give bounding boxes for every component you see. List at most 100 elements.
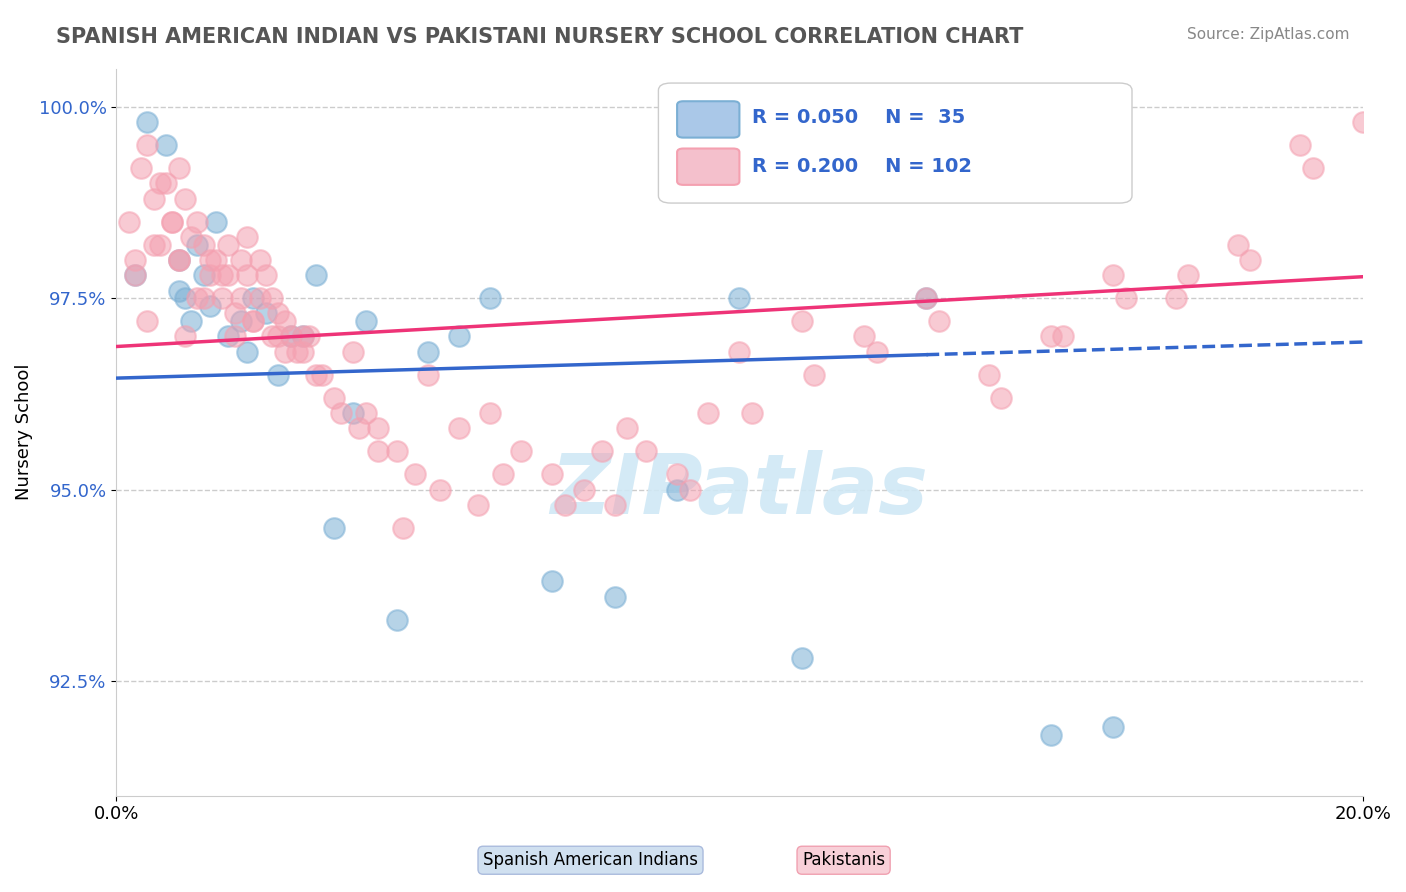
Point bbox=[198, 268, 221, 283]
Point bbox=[118, 214, 141, 228]
Point bbox=[180, 314, 202, 328]
Point bbox=[510, 444, 533, 458]
Point bbox=[167, 252, 190, 267]
Point bbox=[491, 467, 513, 482]
Point bbox=[678, 483, 700, 497]
Point bbox=[591, 444, 613, 458]
Point bbox=[1102, 268, 1125, 283]
Point bbox=[416, 368, 439, 382]
Point bbox=[292, 329, 315, 343]
Point bbox=[447, 421, 470, 435]
FancyBboxPatch shape bbox=[678, 102, 740, 137]
Point bbox=[323, 521, 346, 535]
Point bbox=[367, 421, 389, 435]
Point bbox=[728, 291, 751, 305]
Point bbox=[853, 329, 876, 343]
Point bbox=[572, 483, 595, 497]
Point bbox=[267, 329, 290, 343]
Point bbox=[479, 406, 502, 420]
Point bbox=[404, 467, 426, 482]
Point bbox=[603, 498, 626, 512]
Point bbox=[311, 368, 333, 382]
Point bbox=[242, 314, 264, 328]
Point bbox=[229, 291, 252, 305]
Point bbox=[167, 252, 190, 267]
Point bbox=[254, 306, 277, 320]
Point bbox=[149, 237, 172, 252]
Point bbox=[1164, 291, 1187, 305]
Point bbox=[728, 344, 751, 359]
Point bbox=[173, 291, 195, 305]
Point bbox=[180, 230, 202, 244]
Point bbox=[186, 291, 208, 305]
FancyBboxPatch shape bbox=[658, 83, 1132, 203]
Point bbox=[254, 268, 277, 283]
Point bbox=[305, 368, 328, 382]
Point bbox=[142, 237, 165, 252]
Point bbox=[865, 344, 887, 359]
Point bbox=[162, 214, 184, 228]
Point bbox=[162, 214, 184, 228]
Point bbox=[236, 268, 259, 283]
Point bbox=[603, 590, 626, 604]
Point bbox=[697, 406, 720, 420]
Point bbox=[211, 291, 233, 305]
Point bbox=[790, 314, 813, 328]
Point bbox=[666, 483, 689, 497]
Point bbox=[1289, 138, 1312, 153]
Point bbox=[329, 406, 352, 420]
Text: Source: ZipAtlas.com: Source: ZipAtlas.com bbox=[1187, 27, 1350, 42]
Point bbox=[298, 329, 321, 343]
Point bbox=[242, 314, 264, 328]
Point bbox=[354, 406, 377, 420]
Point bbox=[142, 192, 165, 206]
Point bbox=[155, 138, 177, 153]
Point bbox=[155, 177, 177, 191]
Point bbox=[323, 391, 346, 405]
Point bbox=[198, 299, 221, 313]
Point bbox=[915, 291, 938, 305]
Point bbox=[262, 329, 284, 343]
Point bbox=[666, 467, 689, 482]
Point bbox=[280, 329, 302, 343]
Point bbox=[392, 521, 415, 535]
Point bbox=[1040, 329, 1063, 343]
Point bbox=[249, 291, 271, 305]
Point bbox=[217, 329, 239, 343]
Y-axis label: Nursery School: Nursery School bbox=[15, 364, 32, 500]
Point bbox=[236, 230, 259, 244]
Point bbox=[124, 268, 146, 283]
Point bbox=[990, 391, 1012, 405]
Point bbox=[349, 421, 371, 435]
Point bbox=[173, 192, 195, 206]
Point bbox=[217, 237, 239, 252]
Text: Pakistanis: Pakistanis bbox=[801, 851, 886, 869]
Point bbox=[634, 444, 657, 458]
Point bbox=[167, 284, 190, 298]
Text: Spanish American Indians: Spanish American Indians bbox=[484, 851, 697, 869]
Point bbox=[741, 406, 763, 420]
Point bbox=[242, 291, 264, 305]
Point bbox=[249, 252, 271, 267]
Point bbox=[136, 115, 159, 129]
Point bbox=[217, 268, 239, 283]
Point bbox=[124, 268, 146, 283]
Point bbox=[273, 344, 295, 359]
Point bbox=[280, 329, 302, 343]
Point bbox=[305, 268, 328, 283]
Point bbox=[167, 161, 190, 175]
Point bbox=[1102, 720, 1125, 734]
Point bbox=[1052, 329, 1074, 343]
Point bbox=[205, 214, 228, 228]
Point bbox=[1302, 161, 1324, 175]
Point bbox=[803, 368, 825, 382]
Point bbox=[224, 306, 246, 320]
Point bbox=[186, 214, 208, 228]
Point bbox=[186, 237, 208, 252]
Point bbox=[173, 329, 195, 343]
Point bbox=[385, 613, 408, 627]
Point bbox=[342, 406, 364, 420]
Point bbox=[292, 329, 315, 343]
Point bbox=[367, 444, 389, 458]
Point bbox=[129, 161, 152, 175]
